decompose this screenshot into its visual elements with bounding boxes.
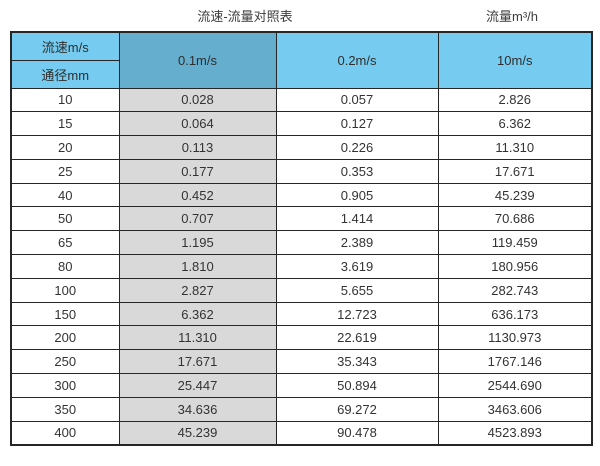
table-row: 15 0.064 0.127 6.362 — [10, 111, 593, 137]
flow-value-cell: 0.353 — [275, 158, 439, 184]
flow-value-cell: 2.389 — [275, 230, 439, 256]
diameter-cell: 25 — [10, 158, 120, 184]
title-bar: 流速-流量对照表 流量m³/h — [0, 0, 600, 28]
flow-value-cell: 0.905 — [275, 182, 439, 208]
flow-value-cell: 4523.893 — [437, 420, 593, 446]
flow-value-cell: 11.310 — [437, 135, 593, 160]
table-header: 流速m/s 0.1m/s 0.2m/s 10m/s 通径mm — [10, 31, 593, 89]
table-row: 300 25.447 50.894 2544.690 — [10, 373, 593, 398]
table-row: 20 0.113 0.226 11.310 — [10, 135, 593, 160]
flow-value-cell: 0.057 — [275, 87, 439, 113]
flow-value-cell: 0.064 — [118, 111, 277, 137]
flow-value-cell: 0.177 — [118, 158, 277, 184]
table-row: 150 6.362 12.723 636.173 — [10, 301, 593, 327]
column-header-velocity-0-1: 0.1m/s — [118, 31, 277, 89]
diameter-cell: 250 — [10, 349, 120, 375]
flow-value-cell: 0.226 — [275, 135, 439, 160]
table-row: 80 1.810 3.619 180.956 — [10, 254, 593, 279]
flow-value-cell: 6.362 — [118, 301, 277, 327]
diameter-cell: 300 — [10, 373, 120, 398]
flow-value-cell: 6.362 — [437, 111, 593, 137]
header-row-bottom: 通径mm — [10, 59, 592, 89]
diameter-cell: 350 — [10, 396, 120, 422]
table-row: 40 0.452 0.905 45.239 — [10, 182, 593, 208]
diameter-cell: 80 — [10, 254, 120, 279]
flow-value-cell: 2.826 — [437, 87, 593, 113]
flow-value-cell: 3.619 — [275, 254, 439, 279]
flow-value-cell: 3463.606 — [437, 396, 593, 422]
table-row: 200 11.310 22.619 1130.973 — [10, 325, 593, 351]
diameter-cell: 150 — [10, 301, 120, 327]
flow-value-cell: 0.127 — [275, 111, 439, 137]
velocity-axis-label: 流速m/s — [10, 31, 120, 61]
diameter-cell: 200 — [10, 325, 120, 351]
table-row: 400 45.239 90.478 4523.893 — [10, 420, 593, 446]
table-row: 100 2.827 5.655 282.743 — [10, 277, 593, 303]
flow-value-cell: 90.478 — [275, 420, 439, 446]
flow-value-cell: 1.195 — [118, 230, 277, 256]
flow-value-cell: 636.173 — [437, 301, 593, 327]
flow-value-cell: 0.452 — [118, 182, 277, 208]
diameter-cell: 20 — [10, 135, 120, 160]
flow-value-cell: 17.671 — [437, 158, 593, 184]
flow-unit-label: 流量m³/h — [485, 9, 539, 24]
flow-value-cell: 2.827 — [118, 277, 277, 303]
table-body: 10 0.028 0.057 2.826 15 0.064 0.127 6.362 20 0.11… — [10, 87, 593, 446]
table-row: 250 17.671 35.343 1767.146 — [10, 349, 593, 375]
diameter-cell: 15 — [10, 111, 120, 137]
flow-value-cell: 69.272 — [275, 396, 439, 422]
flow-value-cell: 2544.690 — [437, 373, 593, 398]
table-title: 流速-流量对照表 — [197, 9, 293, 24]
flow-value-cell: 17.671 — [118, 349, 277, 375]
diameter-cell: 40 — [10, 182, 120, 208]
flow-value-cell: 35.343 — [275, 349, 439, 375]
flow-value-cell: 119.459 — [437, 230, 593, 256]
flow-value-cell: 1767.146 — [437, 349, 593, 375]
flow-value-cell: 1.810 — [118, 254, 277, 279]
header-row-top: 流速m/s 0.1m/s 0.2m/s 10m/s — [10, 31, 593, 89]
flow-value-cell: 50.894 — [275, 373, 439, 398]
flow-value-cell: 11.310 — [118, 325, 277, 351]
flow-value-cell: 0.707 — [118, 206, 277, 232]
flow-value-cell: 70.686 — [437, 206, 593, 232]
column-header-velocity-0-2: 0.2m/s — [275, 31, 439, 89]
flow-value-cell: 34.636 — [118, 396, 277, 422]
flow-value-cell: 282.743 — [437, 277, 593, 303]
flow-value-cell: 22.619 — [275, 325, 439, 351]
diameter-cell: 400 — [10, 420, 120, 446]
diameter-cell: 100 — [10, 277, 120, 303]
flow-value-cell: 1.414 — [275, 206, 439, 232]
diameter-cell: 50 — [10, 206, 120, 232]
flow-value-cell: 45.239 — [437, 182, 593, 208]
flow-value-cell: 25.447 — [118, 373, 277, 398]
flow-value-cell: 12.723 — [275, 301, 439, 327]
column-header-velocity-10: 10m/s — [437, 31, 593, 89]
table-row: 65 1.195 2.389 119.459 — [10, 230, 593, 256]
flow-rate-table: 流速m/s 0.1m/s 0.2m/s 10m/s 通径mm 10 0.028 0.… — [10, 31, 593, 446]
table-row: 25 0.177 0.353 17.671 — [10, 158, 593, 184]
flow-value-cell: 180.956 — [437, 254, 593, 279]
flow-value-cell: 5.655 — [275, 277, 439, 303]
flow-value-cell: 1130.973 — [437, 325, 593, 351]
diameter-cell: 10 — [10, 87, 120, 113]
flow-value-cell: 0.113 — [118, 135, 277, 160]
table-row: 50 0.707 1.414 70.686 — [10, 206, 593, 232]
table-row: 10 0.028 0.057 2.826 — [10, 87, 593, 113]
flow-value-cell: 45.239 — [118, 420, 277, 446]
diameter-axis-label: 通径mm — [10, 59, 120, 89]
flow-value-cell: 0.028 — [118, 87, 277, 113]
diameter-cell: 65 — [10, 230, 120, 256]
table-row: 350 34.636 69.272 3463.606 — [10, 396, 593, 422]
